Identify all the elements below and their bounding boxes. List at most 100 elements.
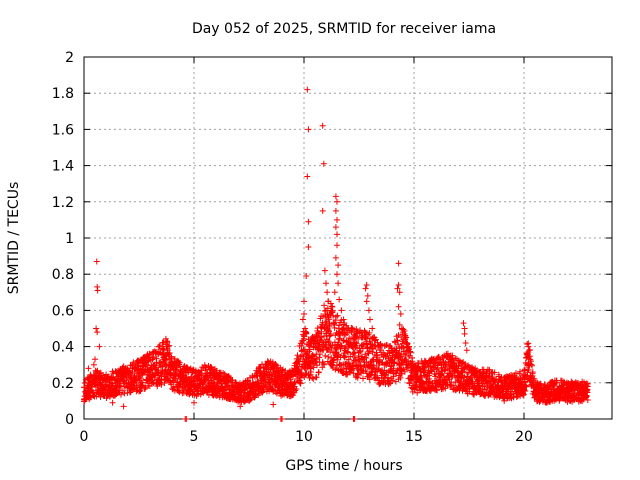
data-point <box>529 382 536 389</box>
y-tick-label: 1.8 <box>52 86 74 102</box>
data-point <box>402 336 409 343</box>
data-point <box>374 352 381 359</box>
data-point <box>491 369 498 376</box>
data-point <box>517 368 524 375</box>
data-point <box>321 361 328 368</box>
data-point <box>360 375 367 382</box>
data-point <box>461 330 468 337</box>
data-point <box>93 258 100 265</box>
data-point <box>529 362 536 369</box>
data-point <box>442 385 449 392</box>
data-point <box>460 320 467 327</box>
data-point <box>531 375 538 382</box>
data-point <box>584 389 591 396</box>
data-point <box>325 314 332 321</box>
data-point <box>272 360 279 367</box>
data-point <box>354 370 361 377</box>
data-point <box>341 354 348 361</box>
data-point <box>299 316 306 323</box>
data-point <box>377 341 384 348</box>
data-point <box>332 254 339 261</box>
data-point <box>389 377 396 384</box>
data-point <box>487 389 494 396</box>
data-point <box>371 334 378 341</box>
data-point <box>305 126 312 133</box>
data-point <box>397 353 404 360</box>
x-axis-title: GPS time / hours <box>285 458 402 474</box>
data-point <box>191 399 197 406</box>
data-point <box>529 369 536 376</box>
y-tick-label: 1 <box>65 231 74 247</box>
data-point <box>321 302 328 309</box>
data-point <box>323 307 329 314</box>
data-point <box>394 337 401 344</box>
y-tick-label: 1.2 <box>52 195 74 211</box>
data-point <box>395 260 402 267</box>
data-point <box>139 379 146 386</box>
data-point <box>404 343 411 350</box>
data-point <box>473 390 480 397</box>
data-point <box>324 289 331 296</box>
data-point <box>314 362 321 369</box>
data-point <box>328 345 335 352</box>
data-point <box>319 122 326 129</box>
data-point <box>322 352 329 359</box>
data-point <box>301 311 307 318</box>
data-point <box>246 397 252 404</box>
data-point <box>363 354 370 361</box>
data-point <box>96 343 103 350</box>
data-point <box>326 321 333 328</box>
data-point <box>397 311 404 318</box>
data-point <box>168 381 175 388</box>
data-point <box>369 325 376 332</box>
data-point <box>137 375 144 382</box>
x-tick-label: 0 <box>80 429 89 445</box>
data-point <box>332 207 339 214</box>
data-point <box>166 342 173 349</box>
data-point <box>334 312 341 319</box>
data-point <box>409 358 416 365</box>
data-point <box>461 325 468 332</box>
data-point <box>160 350 167 357</box>
data-point <box>426 375 433 382</box>
data-point <box>315 329 322 336</box>
y-tick-label: 2 <box>65 50 74 66</box>
data-point <box>523 383 530 390</box>
data-point <box>319 207 326 214</box>
data-point <box>401 368 408 375</box>
data-point <box>407 349 414 356</box>
data-point <box>320 160 327 167</box>
data-point <box>170 384 177 391</box>
data-point <box>567 397 574 404</box>
data-point <box>521 366 528 373</box>
data-point <box>321 308 328 315</box>
data-point <box>163 361 170 368</box>
data-point <box>396 321 403 328</box>
data-point <box>440 355 447 362</box>
y-tick-label: 0.2 <box>52 376 74 392</box>
data-point <box>92 356 98 363</box>
data-point <box>343 365 350 372</box>
data-point <box>146 350 153 357</box>
data-point <box>334 198 340 205</box>
data-point <box>333 344 340 351</box>
data-point <box>376 356 383 363</box>
data-point <box>337 345 344 352</box>
data-point <box>161 380 168 387</box>
data-point <box>396 289 403 296</box>
data-point <box>452 355 459 362</box>
data-point <box>259 389 266 396</box>
data-point <box>313 374 320 381</box>
data-point <box>306 346 313 353</box>
data-point <box>352 339 359 346</box>
y-tick-label: 0 <box>65 412 74 428</box>
data-point <box>318 333 325 340</box>
data-point <box>507 384 514 391</box>
data-point <box>279 416 285 422</box>
data-point <box>338 307 345 314</box>
data-point <box>139 363 146 370</box>
data-point <box>310 375 317 382</box>
data-point <box>363 298 370 305</box>
data-point <box>340 337 347 344</box>
data-point <box>94 287 101 294</box>
